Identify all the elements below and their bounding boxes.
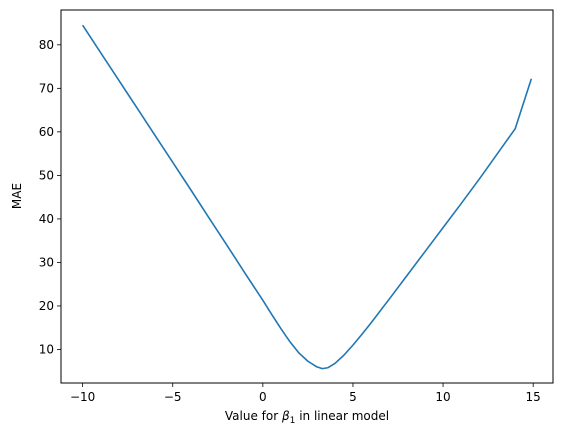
x-axis-ticks: −10 −5 0 5 10 15: [70, 383, 541, 404]
x-tick-label: 5: [349, 390, 357, 404]
y-axis-ticks: 10 20 30 40 50 60 70 80: [39, 38, 61, 356]
x-axis-label-symbol: β: [281, 409, 290, 423]
y-tick-label: 60: [39, 125, 54, 139]
x-tick-label: 15: [526, 390, 541, 404]
y-tick-label: 30: [39, 255, 54, 269]
y-tick-label: 20: [39, 299, 54, 313]
x-axis-label-subscript: 1: [290, 416, 296, 426]
y-tick-label: 10: [39, 342, 54, 356]
series-layer: [81, 24, 533, 370]
y-tick-label: 80: [39, 38, 54, 52]
x-axis-label: Value for β1 in linear model: [225, 409, 389, 426]
plot-area: [61, 10, 553, 383]
y-axis-label: MAE: [10, 183, 24, 209]
y-tick-label: 50: [39, 168, 54, 182]
x-tick-label: −5: [164, 390, 182, 404]
series-line-0: [81, 24, 533, 370]
y-tick-label: 70: [39, 81, 54, 95]
x-tick-label: −10: [70, 390, 95, 404]
x-tick-label: 0: [259, 390, 267, 404]
x-axis-label-rest: in linear model: [295, 409, 389, 423]
y-tick-label: 40: [39, 212, 54, 226]
x-tick-label: 10: [435, 390, 450, 404]
plot-frame: [60, 9, 554, 384]
